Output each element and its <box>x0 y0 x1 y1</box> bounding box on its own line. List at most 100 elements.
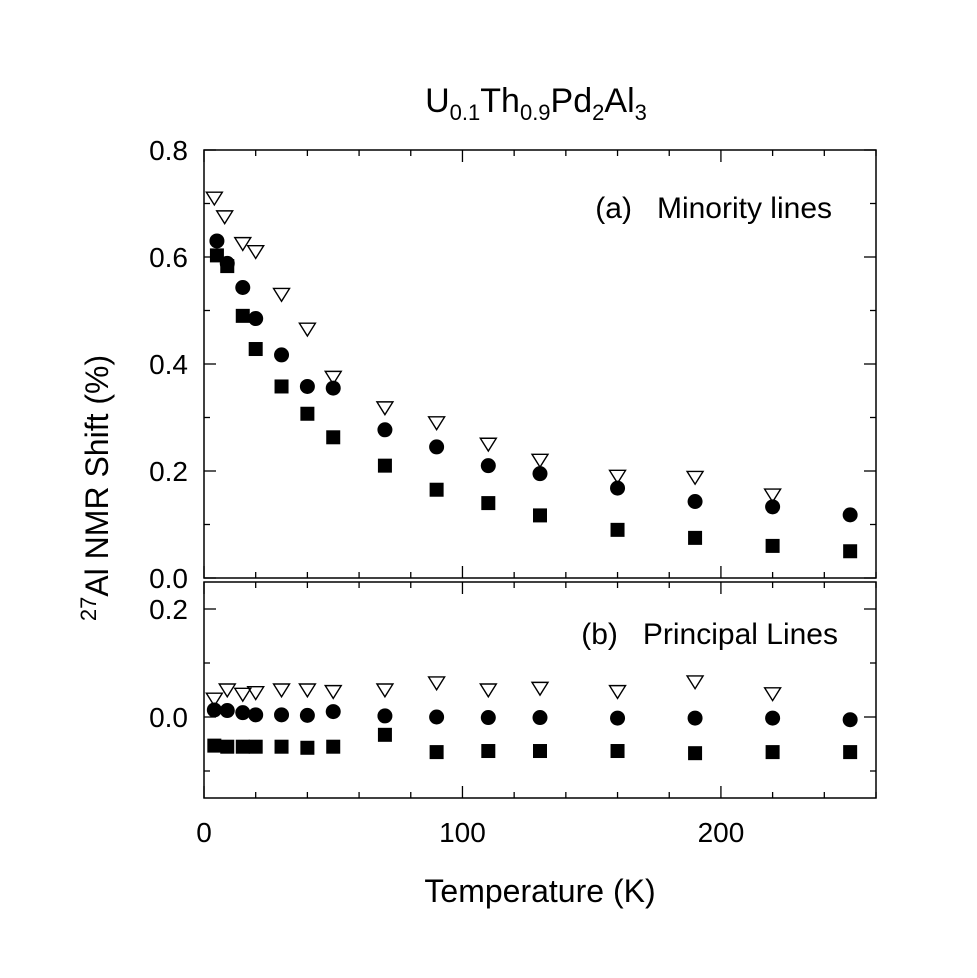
data-point-triangle <box>233 236 253 252</box>
y-axis-title: 27Al NMR Shift (%) <box>76 355 115 621</box>
panel-a-label: (a) Minority lines <box>595 192 832 225</box>
panel-b-frame <box>203 581 877 799</box>
data-point-square <box>481 744 496 759</box>
y-tick-label: 0.2 <box>149 594 188 625</box>
x-tick-label: 200 <box>698 817 745 848</box>
data-point-triangle <box>375 401 395 416</box>
title-part: Al <box>604 82 634 120</box>
data-point-square <box>533 508 547 523</box>
data-point-triangle <box>217 683 237 699</box>
data-point-square <box>300 406 315 421</box>
data-point-square <box>377 727 392 742</box>
data-point-square <box>235 308 250 323</box>
data-point-triangle <box>205 692 224 708</box>
data-point-circle <box>209 233 225 249</box>
chart-title: U0.1Th0.9Pd2Al3 <box>425 82 647 125</box>
data-point-circle <box>532 466 548 482</box>
data-point-circle <box>377 708 393 724</box>
data-point-circle <box>299 707 315 723</box>
y-tick-label: 0.2 <box>149 456 188 487</box>
data-point-square <box>326 430 341 445</box>
data-point-circle <box>299 378 315 394</box>
data-point-square <box>765 538 780 553</box>
y-tick-label: 0.0 <box>149 563 188 594</box>
data-point-square <box>843 544 858 559</box>
data-point-triangle <box>323 684 343 700</box>
title-part: U <box>425 82 450 120</box>
data-point-triangle <box>608 684 627 700</box>
data-point-circle <box>532 710 548 726</box>
data-point-circle <box>687 710 703 726</box>
data-point-triangle <box>246 686 265 701</box>
data-point-circle <box>429 709 445 725</box>
data-point-square <box>843 745 858 760</box>
data-point-triangle <box>298 322 317 338</box>
data-point-triangle <box>530 681 550 697</box>
data-point-triangle <box>233 687 253 703</box>
data-point-circle <box>248 707 264 723</box>
y-axis-title-text: Al NMR Shift (%) <box>79 355 115 597</box>
data-point-triangle <box>246 244 265 260</box>
title-sub: 0.1 <box>450 100 481 125</box>
data-point-triangle <box>479 683 498 699</box>
data-point-triangle <box>530 453 550 469</box>
data-point-circle <box>219 703 235 719</box>
data-point-square <box>610 744 625 759</box>
data-point-circle <box>480 710 496 726</box>
title-sub: 2 <box>592 100 604 125</box>
data-point-circle <box>325 380 341 396</box>
data-point-triangle <box>272 287 291 303</box>
data-point-triangle <box>215 210 234 225</box>
data-point-triangle <box>479 437 498 453</box>
data-point-circle <box>377 422 393 438</box>
y-tick-label: 0.8 <box>149 135 188 166</box>
data-point-circle <box>765 710 781 726</box>
data-point-triangle <box>427 676 446 692</box>
data-point-square <box>220 739 235 754</box>
data-point-square <box>688 746 703 761</box>
y-tick-label: 0.6 <box>149 242 188 273</box>
data-point-triangle <box>272 683 291 699</box>
data-point-circle <box>610 710 626 726</box>
data-point-triangle <box>608 469 627 485</box>
y-axis-title-sup: 27 <box>76 597 101 621</box>
y-tick-label: 0.0 <box>149 702 188 733</box>
data-point-circle <box>480 458 496 474</box>
data-point-triangle <box>685 470 705 486</box>
data-point-circle <box>206 702 222 718</box>
data-point-square <box>533 744 547 759</box>
data-point-square <box>207 738 222 753</box>
data-point-square <box>248 739 263 754</box>
data-point-square <box>688 530 703 545</box>
data-point-triangle <box>205 191 224 207</box>
data-point-square <box>235 739 250 754</box>
data-point-square <box>481 496 496 511</box>
data-point-triangle <box>685 675 705 691</box>
data-point-square <box>300 740 315 755</box>
y-tick-label: 0.4 <box>149 349 188 380</box>
data-point-square <box>377 458 392 473</box>
title-sub: 0.9 <box>520 100 551 125</box>
data-point-circle <box>610 480 626 496</box>
data-point-triangle <box>298 683 317 699</box>
x-tick-label: 100 <box>439 817 486 848</box>
data-point-circle <box>248 311 264 327</box>
data-point-triangle <box>763 687 782 702</box>
data-point-square <box>274 739 289 754</box>
x-axis-title: Temperature (K) <box>424 873 655 909</box>
data-point-circle <box>765 499 781 515</box>
data-point-square <box>326 739 341 754</box>
data-point-triangle <box>763 488 782 504</box>
tick-labels-layer: 0.00.20.40.60.80.00.20 100 200 <box>149 135 744 848</box>
data-marks-layer <box>205 191 858 761</box>
x-tick-label: 0 <box>196 817 212 848</box>
panel-b-label: (b) Principal Lines <box>581 618 838 651</box>
data-point-circle <box>842 507 858 523</box>
data-point-circle <box>274 347 290 363</box>
data-point-circle <box>842 712 858 728</box>
title-part: Pd <box>551 82 593 120</box>
data-point-circle <box>235 279 251 295</box>
data-point-circle <box>687 493 703 509</box>
data-point-triangle <box>375 683 395 699</box>
